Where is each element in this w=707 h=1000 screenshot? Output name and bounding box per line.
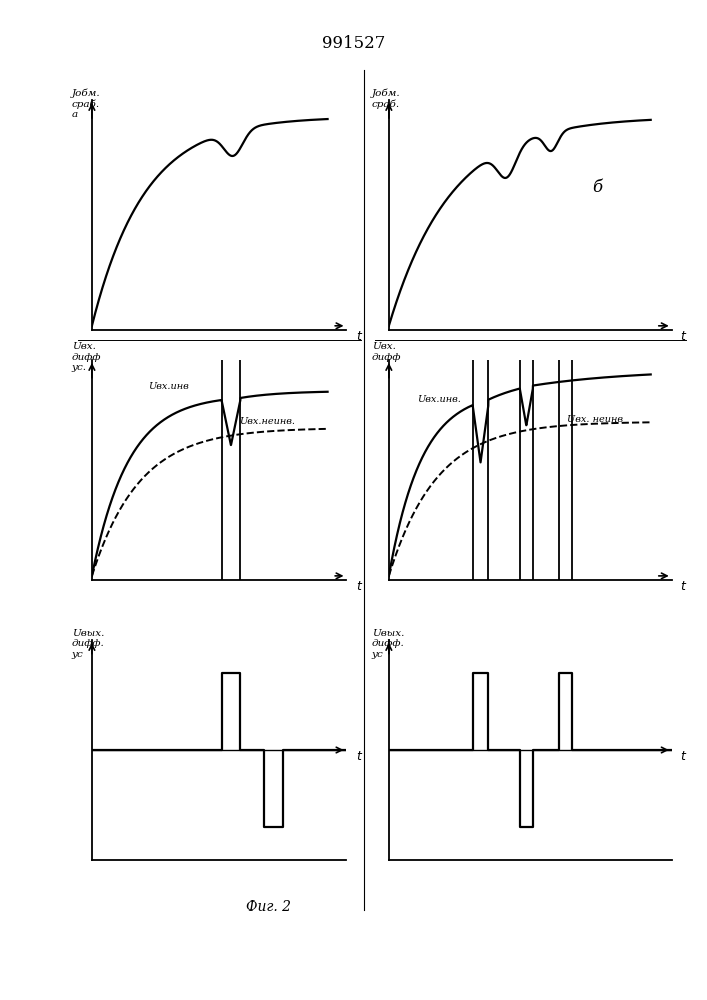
Text: t: t — [356, 750, 361, 763]
Text: Uвх.
дифф: Uвх. дифф — [372, 342, 402, 362]
Text: t: t — [356, 580, 361, 593]
Text: Фиг. 2: Фиг. 2 — [246, 900, 291, 914]
Text: б: б — [592, 179, 602, 196]
Text: Jобм.
сраб.: Jобм. сраб. — [372, 89, 400, 109]
Text: t: t — [680, 750, 685, 763]
Text: t: t — [680, 580, 685, 593]
Text: Uвых.
дифф.
ус: Uвых. дифф. ус — [71, 629, 105, 659]
Text: Jобм.
сраб.
а: Jобм. сраб. а — [71, 89, 100, 119]
Text: Uвх. неинв: Uвх. неинв — [567, 415, 623, 424]
Text: Uвых.
дифф.
ус: Uвых. дифф. ус — [372, 629, 404, 659]
Text: Uвх.инв.: Uвх.инв. — [417, 395, 461, 404]
Text: 991527: 991527 — [322, 35, 385, 52]
Text: t: t — [356, 330, 361, 343]
Text: Uвх.
дифф
ус.: Uвх. дифф ус. — [71, 342, 101, 372]
Text: t: t — [680, 330, 685, 343]
Text: Uвх.неинв.: Uвх.неинв. — [240, 417, 296, 426]
Text: Uвх.инв: Uвх.инв — [148, 382, 189, 391]
